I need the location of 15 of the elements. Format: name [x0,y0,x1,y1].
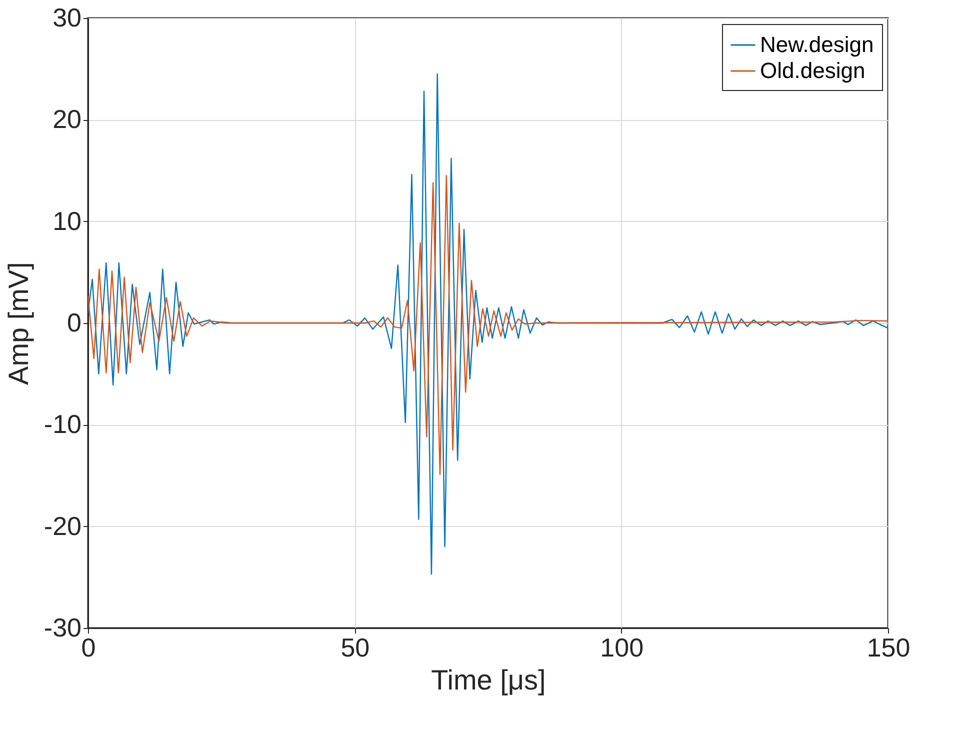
x-axis-title: Time [μs] [431,664,546,696]
line-series [88,174,888,476]
legend-label: New.design [760,32,874,57]
x-tick-label: 150 [866,632,910,662]
y-tick-label: 10 [52,206,82,236]
y-axis-title: Amp [mV] [2,262,34,385]
x-tick-label: 50 [340,632,370,662]
y-tick-label: -20 [44,510,82,541]
legend-label: Old.design [760,58,866,83]
y-tick-label: -10 [44,409,82,440]
y-tick-label: 0 [67,308,82,338]
x-tick-label: 100 [600,632,644,662]
y-tick-label: 30 [52,2,82,32]
y-tick-label: -30 [44,612,82,642]
y-tick-label: 20 [52,104,82,134]
